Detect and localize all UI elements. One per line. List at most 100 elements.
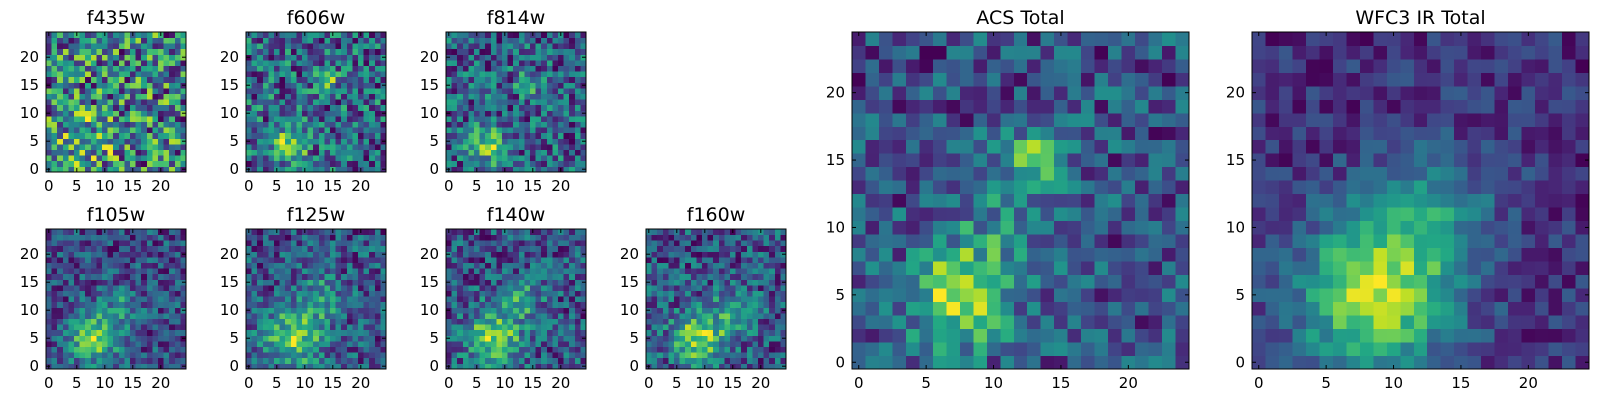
heatmap-cell bbox=[141, 341, 148, 347]
heatmap-cell bbox=[485, 82, 492, 89]
heatmap-cell bbox=[530, 268, 536, 275]
heatmap-cell bbox=[518, 290, 525, 297]
heatmap-cell bbox=[85, 160, 92, 167]
heatmap-cell bbox=[62, 234, 69, 241]
heatmap-cell bbox=[285, 363, 292, 370]
heatmap-cell bbox=[296, 290, 303, 297]
heatmap-cell bbox=[763, 245, 770, 252]
heatmap-cell bbox=[124, 313, 131, 319]
heatmap-cell bbox=[569, 82, 576, 89]
heatmap-cell bbox=[118, 324, 125, 331]
heatmap-cell bbox=[107, 273, 114, 280]
heatmap-cell bbox=[369, 149, 376, 156]
heatmap-cell bbox=[246, 352, 252, 359]
heatmap-cell bbox=[1094, 355, 1109, 370]
heatmap-cell bbox=[679, 335, 686, 342]
heatmap-cell bbox=[57, 245, 64, 252]
heatmap-cell bbox=[1054, 234, 1069, 249]
heatmap-cell bbox=[51, 307, 58, 314]
heatmap-cell bbox=[1054, 220, 1069, 235]
heatmap-cell bbox=[107, 257, 114, 263]
heatmap-cell bbox=[374, 324, 381, 331]
heatmap-cell bbox=[246, 240, 252, 247]
heatmap-cell bbox=[135, 240, 142, 247]
heatmap-cell bbox=[369, 346, 376, 353]
heatmap-cell bbox=[574, 335, 581, 342]
heatmap-cell bbox=[490, 313, 497, 319]
x-tick-label: 0 bbox=[244, 177, 254, 195]
heatmap-cell bbox=[446, 318, 452, 325]
heatmap-cell bbox=[713, 363, 720, 370]
heatmap-cell bbox=[530, 104, 536, 111]
heatmap-cell bbox=[174, 65, 181, 72]
heatmap-cell bbox=[679, 273, 686, 280]
heatmap-cell bbox=[96, 99, 103, 106]
heatmap-cell bbox=[374, 279, 381, 286]
heatmap-cell bbox=[457, 352, 464, 359]
heatmap-cell bbox=[68, 93, 75, 100]
heatmap-cell bbox=[485, 65, 492, 72]
heatmap-cell bbox=[90, 88, 97, 94]
heatmap-cell bbox=[569, 155, 576, 162]
heatmap-cell bbox=[580, 71, 587, 78]
heatmap-cell bbox=[1108, 342, 1122, 356]
heatmap-cell bbox=[330, 99, 336, 106]
heatmap-cell bbox=[518, 324, 525, 331]
heatmap-cell bbox=[268, 307, 275, 314]
heatmap-cell bbox=[690, 257, 697, 263]
heatmap-cell bbox=[141, 37, 148, 44]
heatmap-cell bbox=[118, 54, 125, 61]
heatmap-cell bbox=[318, 93, 325, 100]
heatmap-cell bbox=[769, 279, 776, 286]
heatmap-cell bbox=[74, 257, 80, 263]
heatmap-cell bbox=[246, 273, 252, 280]
heatmap-cell bbox=[690, 268, 697, 275]
heatmap-cell bbox=[752, 357, 759, 364]
heatmap-cell bbox=[468, 301, 475, 308]
heatmap-cell bbox=[462, 318, 469, 325]
heatmap-cell bbox=[552, 60, 559, 66]
heatmap-cell bbox=[246, 296, 252, 303]
heatmap-cell bbox=[696, 240, 703, 247]
heatmap-cell bbox=[146, 43, 153, 50]
heatmap-cell bbox=[524, 341, 531, 347]
heatmap-cell bbox=[46, 245, 52, 252]
heatmap-cell bbox=[174, 132, 181, 139]
heatmap-cell bbox=[374, 104, 381, 111]
heatmap-cell bbox=[324, 301, 331, 308]
heatmap-cell bbox=[262, 54, 269, 61]
heatmap-cell bbox=[85, 229, 92, 235]
heatmap-cell bbox=[569, 60, 576, 66]
heatmap-cell bbox=[496, 43, 503, 50]
heatmap-cell bbox=[113, 262, 120, 269]
heatmap-cell bbox=[180, 273, 187, 280]
heatmap-cell bbox=[724, 352, 731, 359]
heatmap-cell bbox=[124, 76, 131, 83]
heatmap-cell bbox=[724, 257, 731, 263]
heatmap-cell bbox=[685, 329, 692, 336]
heatmap-cell bbox=[530, 48, 536, 55]
heatmap-cell bbox=[290, 65, 297, 72]
heatmap-cell bbox=[741, 352, 748, 359]
heatmap-cell bbox=[973, 328, 988, 343]
heatmap-cell bbox=[530, 127, 536, 134]
heatmap-cell bbox=[257, 318, 264, 325]
heatmap-cell bbox=[335, 329, 342, 336]
heatmap-cell bbox=[169, 116, 176, 122]
heatmap-cell bbox=[274, 43, 280, 50]
heatmap-cell bbox=[530, 257, 536, 263]
heatmap-cell bbox=[169, 37, 176, 44]
heatmap-cell bbox=[446, 357, 452, 364]
heatmap-cell bbox=[696, 301, 703, 308]
heatmap-cell bbox=[707, 346, 714, 353]
heatmap-cell bbox=[513, 37, 520, 44]
heatmap-cell bbox=[690, 273, 697, 280]
heatmap-cell bbox=[468, 127, 475, 134]
heatmap-cell bbox=[474, 329, 480, 336]
heatmap-cell bbox=[79, 37, 86, 44]
heatmap-cell bbox=[1108, 274, 1122, 289]
heatmap-cell bbox=[51, 357, 58, 364]
heatmap-cell bbox=[507, 43, 514, 50]
heatmap-cell bbox=[1000, 247, 1015, 262]
heatmap-cell bbox=[763, 296, 770, 303]
